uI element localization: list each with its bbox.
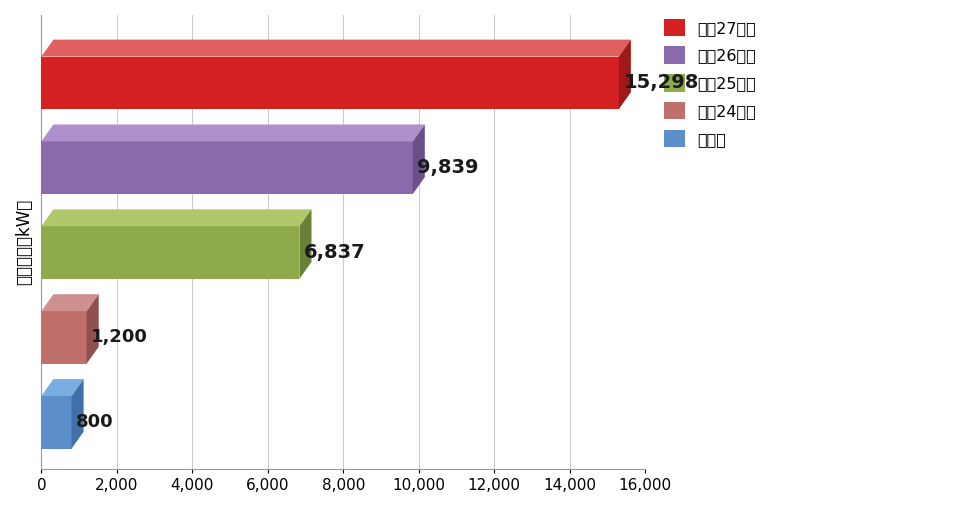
Polygon shape (41, 209, 311, 226)
Polygon shape (41, 379, 84, 396)
Y-axis label: 発電電力（kW）: 発電電力（kW） (15, 199, 33, 285)
Text: 800: 800 (76, 414, 113, 431)
Polygon shape (41, 396, 72, 449)
Polygon shape (413, 124, 425, 194)
Polygon shape (41, 141, 413, 194)
Text: 15,298: 15,298 (623, 73, 699, 92)
Polygon shape (41, 56, 619, 109)
Polygon shape (41, 124, 425, 141)
Polygon shape (41, 226, 300, 279)
Polygon shape (72, 379, 84, 449)
Polygon shape (41, 40, 631, 56)
Text: 9,839: 9,839 (418, 158, 479, 177)
Polygon shape (300, 209, 311, 279)
Text: 1,200: 1,200 (91, 329, 148, 346)
Polygon shape (86, 294, 99, 364)
Text: 6,837: 6,837 (304, 243, 366, 262)
Legend: 平成27年度, 平成26年度, 平成25年度, 平成24年度, 震災前: 平成27年度, 平成26年度, 平成25年度, 平成24年度, 震災前 (660, 14, 761, 152)
Polygon shape (41, 311, 86, 364)
Polygon shape (619, 40, 631, 109)
Polygon shape (41, 294, 99, 311)
